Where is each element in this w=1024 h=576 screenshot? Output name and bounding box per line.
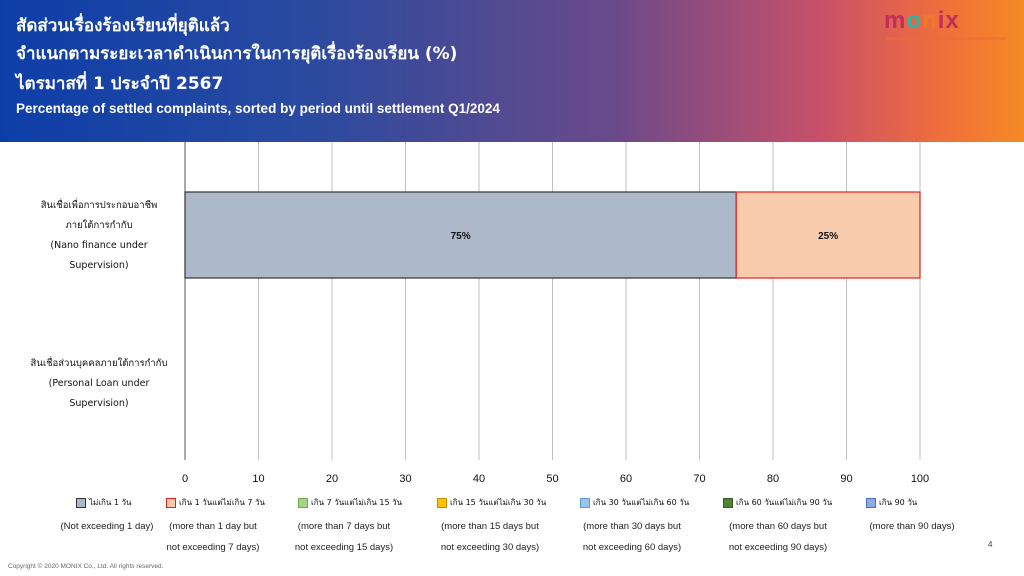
bar-segment (184, 191, 737, 279)
legend-description: (more than 60 days but not exceeding 90 d… (728, 521, 828, 553)
x-tick-label: 50 (546, 473, 558, 485)
legend-swatch (166, 497, 176, 508)
x-tick-label: 20 (326, 473, 338, 485)
legend-label: เกิน 60 วันแต่ไม่เกิน 90 วัน (736, 498, 833, 507)
x-tick-label: 70 (693, 473, 705, 485)
legend-swatch (866, 497, 876, 508)
legend-label: เกิน 90 วัน (879, 498, 918, 507)
legend-swatch (76, 497, 86, 508)
data-label: 75% (451, 231, 471, 242)
legend-swatch (298, 497, 308, 508)
x-tick-label: 100 (911, 473, 929, 485)
bar-segment (735, 191, 921, 279)
legend-description: (more than 1 day but not exceeding 7 days… (166, 521, 260, 553)
legend-description: (more than 90 days) (869, 521, 955, 532)
legend-entry: เกิน 1 วันแต่ไม่เกิน 7 วัน (166, 496, 265, 509)
title-thai-line-3: ไตรมาสที่ 1 ประจำปี 2567 (16, 74, 224, 94)
x-tick-label: 80 (767, 473, 779, 485)
x-tick-label: 60 (620, 473, 632, 485)
monix-logo: monix (884, 7, 960, 34)
x-tick-label: 90 (840, 473, 852, 485)
legend-label: เกิน 1 วันแต่ไม่เกิน 7 วัน (179, 498, 266, 507)
page-number: 4 (988, 540, 993, 549)
title-english: Percentage of settled complaints, sorted… (16, 101, 500, 116)
legend-entry: เกิน 30 วันแต่ไม่เกิน 60 วัน (580, 496, 689, 509)
x-tick-label: 40 (473, 473, 485, 485)
legend-label: ไม่เกิน 1 วัน (89, 498, 132, 507)
legend-label: เกิน 7 วันแต่ไม่เกิน 15 วัน (311, 498, 403, 507)
category-label: สินเชื่อเพื่อการประกอบอาชีพ ภายใต้การกำกั… (40, 200, 158, 271)
title-thai-line-1: สัดส่วนเรื่องร้องเรียนที่ยุติแล้ว (16, 16, 230, 36)
legend-entry: เกิน 90 วัน (866, 496, 917, 509)
legend-entry: เกิน 7 วันแต่ไม่เกิน 15 วัน (298, 496, 402, 509)
legend-entry: เกิน 60 วันแต่ไม่เกิน 90 วัน (723, 496, 832, 509)
copyright-footer: Copyright © 2020 MONIX Co., Ltd. All rig… (8, 563, 164, 570)
stacked-bar-chart: 0 10 20 30 40 50 60 70 80 90 100 75% 25% (182, 142, 929, 485)
legend-description: (more than 7 days but not exceeding 15 da… (294, 521, 394, 553)
legend-label: เกิน 30 วันแต่ไม่เกิน 60 วัน (593, 498, 690, 507)
x-tick-label: 30 (399, 473, 411, 485)
title-thai-line-2: จำแนกตามระยะเวลาดำเนินการในการยุติเรื่อง… (16, 44, 458, 64)
x-tick-label: 10 (252, 473, 264, 485)
category-label: สินเชื่อส่วนบุคคลภายใต้การกำกับ (Personal… (30, 358, 168, 409)
legend-entry: เกิน 15 วันแต่ไม่เกิน 30 วัน (437, 496, 546, 509)
legend-description: (more than 30 days but not exceeding 60 d… (582, 521, 682, 553)
legend-label: เกิน 15 วันแต่ไม่เกิน 30 วัน (450, 498, 547, 507)
legend-swatch (580, 497, 590, 508)
legend-description: (more than 15 days but not exceeding 30 d… (440, 521, 540, 553)
legend-description: (Not exceeding 1 day) (60, 521, 154, 532)
legend-swatch (437, 497, 447, 508)
data-label: 25% (818, 231, 838, 242)
legend-swatch (723, 497, 733, 508)
logo-underline (886, 37, 1006, 40)
legend-entry: ไม่เกิน 1 วัน (76, 496, 131, 509)
header-banner: สัดส่วนเรื่องร้องเรียนที่ยุติแล้ว จำแนกต… (0, 0, 1024, 142)
x-tick-label: 0 (182, 473, 188, 485)
